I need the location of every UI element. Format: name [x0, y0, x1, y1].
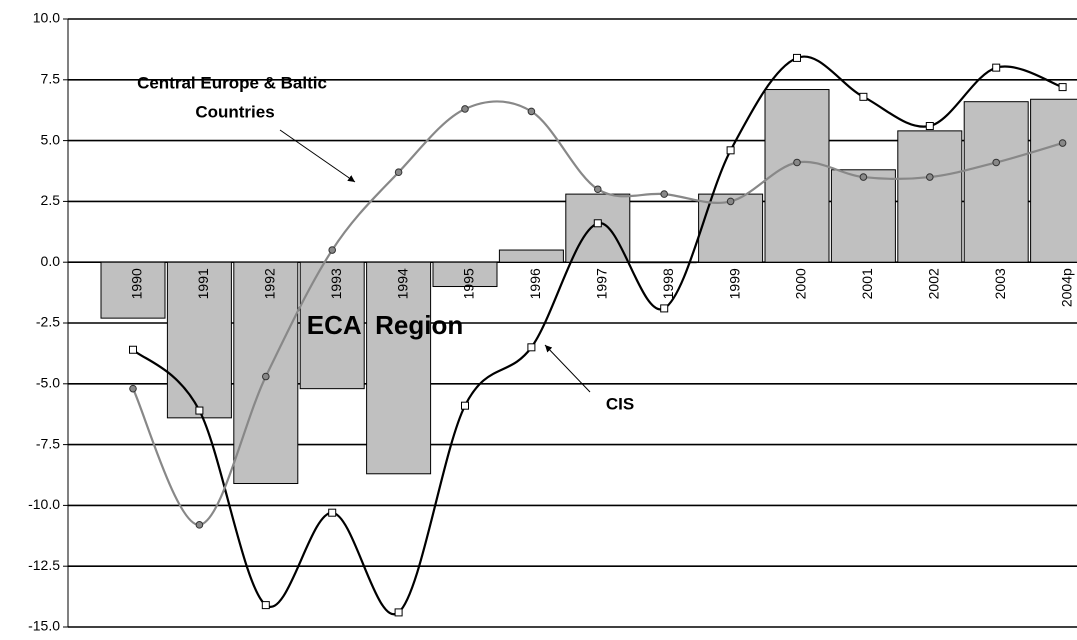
- marker: [394, 168, 403, 177]
- marker: [925, 122, 934, 131]
- marker: [660, 304, 669, 313]
- bar: [897, 130, 963, 263]
- bar: [100, 261, 166, 319]
- marker: [594, 185, 602, 194]
- x-tick-label: 1999: [726, 268, 742, 299]
- x-tick-label: 1996: [527, 268, 543, 299]
- series-label: CIS: [606, 394, 634, 413]
- bar: [299, 261, 365, 390]
- marker: [859, 92, 868, 101]
- marker: [261, 601, 270, 610]
- bar: [432, 261, 498, 288]
- y-tick-label: 10.0: [33, 10, 60, 26]
- y-tick-label: -10.0: [28, 496, 60, 512]
- bar: [764, 89, 830, 263]
- x-tick-label: 1995: [461, 268, 477, 299]
- y-tick-label: -15.0: [28, 618, 60, 634]
- x-tick-label: 2003: [992, 268, 1008, 299]
- marker: [328, 246, 337, 254]
- y-tick-label: 5.0: [41, 131, 61, 147]
- marker: [129, 384, 137, 393]
- marker: [992, 63, 1001, 72]
- marker: [660, 190, 669, 198]
- annotation: Central Europe & Baltic: [137, 73, 327, 92]
- marker: [195, 521, 204, 529]
- bar: [166, 261, 232, 419]
- marker: [793, 158, 801, 167]
- marker: [195, 406, 204, 415]
- x-tick-label: 2002: [926, 268, 942, 299]
- x-tick-label: 1991: [195, 268, 211, 299]
- x-tick-label: 1992: [262, 268, 278, 299]
- x-tick-label: 1993: [328, 268, 344, 299]
- marker: [992, 158, 1001, 167]
- marker: [926, 173, 934, 181]
- marker: [1058, 139, 1067, 147]
- y-tick-label: 7.5: [41, 71, 61, 87]
- annotation: Countries: [195, 102, 274, 121]
- annotation-arrow: [544, 344, 591, 393]
- marker: [527, 343, 536, 352]
- y-tick-label: -12.5: [28, 557, 60, 573]
- marker: [262, 372, 270, 381]
- marker: [593, 219, 602, 228]
- x-tick-label: 2001: [859, 268, 875, 299]
- bar: [631, 261, 697, 264]
- marker: [527, 107, 536, 116]
- x-tick-label: 1997: [594, 268, 610, 299]
- x-tick-label: 2004p: [1058, 268, 1074, 307]
- marker: [726, 146, 735, 155]
- x-tick-label: 1998: [660, 268, 676, 299]
- bar: [963, 101, 1029, 263]
- x-tick-label: 1990: [129, 268, 145, 299]
- annotation-arrow: [279, 129, 356, 183]
- bar: [366, 261, 432, 475]
- marker: [461, 401, 469, 410]
- y-tick-label: -2.5: [36, 314, 60, 330]
- y-tick-label: 2.5: [41, 192, 61, 208]
- x-tick-label: 1994: [394, 268, 410, 299]
- marker: [461, 105, 469, 113]
- marker: [129, 345, 137, 354]
- y-tick-label: 0.0: [41, 253, 61, 269]
- series-label: ECA Region: [307, 310, 463, 340]
- marker: [859, 173, 868, 181]
- marker: [328, 508, 337, 517]
- line: [132, 100, 1063, 526]
- bar: [498, 249, 564, 263]
- marker: [793, 53, 801, 62]
- marker: [726, 197, 735, 206]
- bar: [1030, 98, 1077, 263]
- x-tick-label: 2000: [793, 268, 809, 299]
- y-tick-label: -7.5: [36, 435, 60, 451]
- bar: [830, 169, 896, 263]
- marker: [1058, 83, 1067, 92]
- y-tick-label: -5.0: [36, 375, 60, 391]
- marker: [394, 608, 403, 617]
